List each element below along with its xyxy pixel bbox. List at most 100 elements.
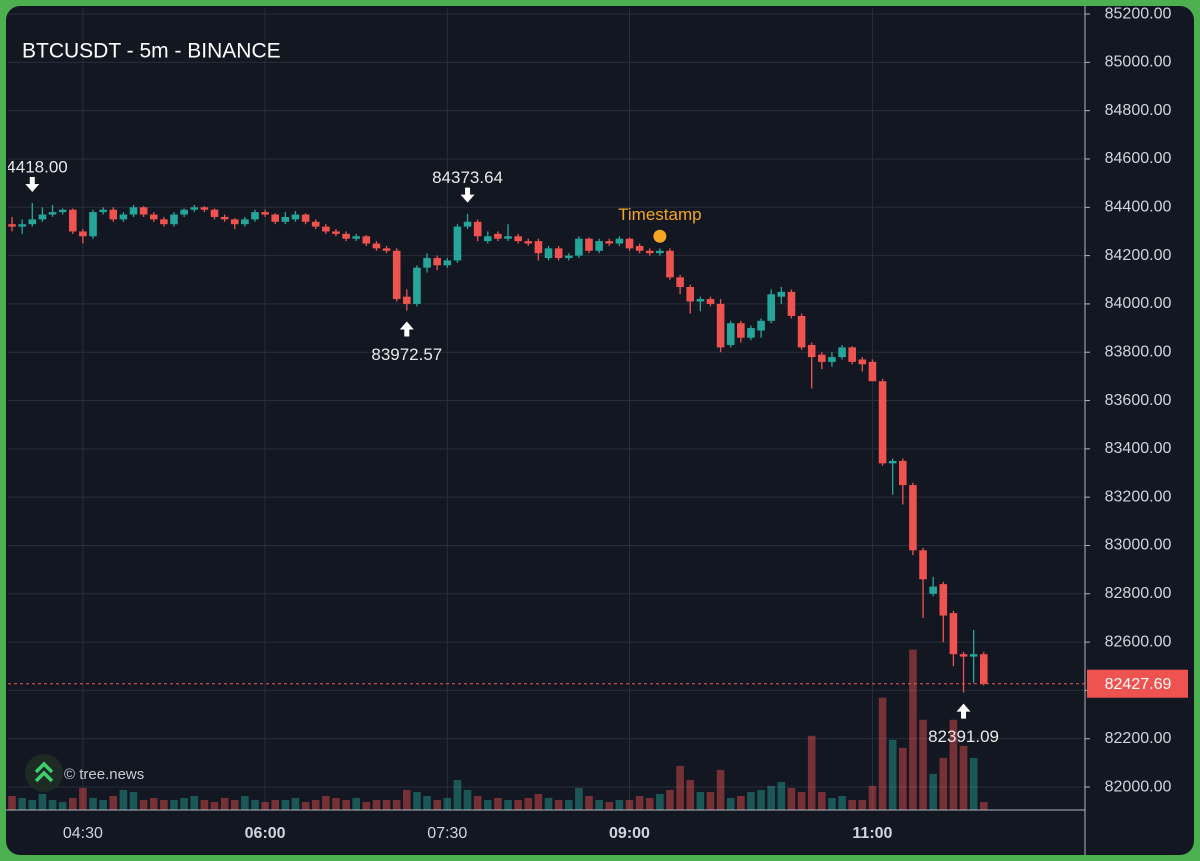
y-tick-label: 84600.00 (1105, 150, 1172, 167)
volume-bar (666, 789, 674, 810)
candle-body (969, 654, 978, 657)
y-tick-label: 84800.00 (1105, 102, 1172, 119)
volume-bar (281, 799, 290, 810)
candle-body (311, 221, 320, 227)
volume-bar (615, 799, 624, 810)
volume-bar (352, 797, 361, 810)
marker-arrow (25, 176, 40, 192)
candle-body (99, 209, 107, 213)
volume-bar (504, 799, 512, 810)
last-price-box (1087, 669, 1188, 698)
volume-bar (635, 795, 644, 810)
chart-title: BTCUSDT - 5m - BINANCE (22, 40, 281, 63)
volume-bar (160, 799, 168, 810)
candle-body (838, 347, 846, 358)
panel (6, 6, 1194, 855)
volume-bar (392, 799, 401, 810)
volume-bar (372, 799, 381, 810)
candle-body (241, 219, 249, 225)
candle-body (281, 216, 290, 222)
volume-bar (8, 795, 16, 810)
candle-body (251, 212, 259, 220)
candle-body (180, 209, 188, 215)
candle-body (382, 248, 391, 251)
volume-bar (342, 799, 350, 810)
candle-body (625, 238, 634, 249)
candle-body (433, 258, 441, 266)
x-tick-label: 07:30 (427, 825, 467, 842)
candle-body (777, 291, 786, 297)
logo (25, 754, 63, 792)
marker-label: 82391.09 (928, 727, 999, 746)
volume-bar (230, 799, 239, 810)
y-tick-label: 85000.00 (1105, 54, 1172, 71)
candle-body (767, 294, 776, 321)
x-tick-label: 09:00 (609, 825, 650, 842)
annotation-dot (653, 229, 667, 243)
candle-body (848, 347, 856, 362)
candle-body (443, 260, 452, 266)
volume-bar (777, 781, 786, 810)
candle-body (737, 323, 745, 338)
candle-body (534, 241, 543, 254)
candle-body (8, 224, 16, 227)
candle-body (666, 250, 674, 278)
y-tick-label: 82000.00 (1105, 778, 1172, 795)
candle-body (413, 267, 421, 304)
y-tick-label: 84200.00 (1105, 247, 1172, 264)
candle-body (342, 233, 350, 239)
y-tick-label: 85200.00 (1105, 5, 1172, 22)
volume-bar (534, 793, 543, 810)
volume-bar (575, 787, 583, 810)
candle-body (291, 214, 300, 220)
candle-body (605, 241, 614, 244)
volume-bar (706, 791, 715, 810)
volume-bar (271, 799, 280, 810)
volume-bar (868, 785, 877, 810)
candle-body (362, 236, 371, 244)
volume-bar (241, 795, 249, 810)
candle-body (747, 328, 755, 338)
candle-body (818, 354, 826, 362)
volume-bar (301, 801, 310, 810)
volume-bar (747, 791, 755, 810)
volume-bar (139, 799, 148, 810)
candle-body (706, 299, 715, 304)
candle-body (716, 303, 725, 348)
candle-body (959, 654, 968, 657)
volume-bar (129, 791, 138, 810)
candle-body (352, 236, 361, 239)
candle-body (220, 216, 229, 220)
candle-body (89, 212, 97, 237)
candle-body (524, 241, 533, 244)
volume-bar (949, 719, 958, 810)
volume-bar (888, 739, 897, 810)
candle-body (726, 323, 735, 345)
volume-bar (68, 797, 77, 810)
candle-body (18, 224, 26, 227)
annotation-label: Timestamp (618, 205, 701, 224)
volume-bar (676, 765, 684, 810)
volume-bar (473, 795, 482, 810)
candle-body (200, 207, 209, 210)
candle-body (635, 245, 644, 251)
candle-body (979, 654, 988, 684)
volume-bar (828, 797, 836, 810)
candle-body (38, 214, 47, 220)
candle-body (585, 238, 593, 251)
candle-body (372, 243, 381, 249)
volume-bar (818, 791, 826, 810)
candle-body (787, 291, 796, 316)
volume-bar (58, 801, 67, 810)
volume-bar (838, 795, 846, 810)
volume-bar (311, 799, 320, 810)
candle-body (858, 359, 867, 365)
candle-body (463, 221, 472, 227)
volume-bar (899, 747, 907, 810)
marker-arrow (956, 703, 971, 719)
volume-bar (909, 649, 917, 810)
grid (8, 8, 1085, 810)
candle-body (68, 209, 77, 232)
candle-body (48, 212, 57, 215)
axes: 82000.0082200.0082400.0082600.0082800.00… (63, 5, 1188, 842)
